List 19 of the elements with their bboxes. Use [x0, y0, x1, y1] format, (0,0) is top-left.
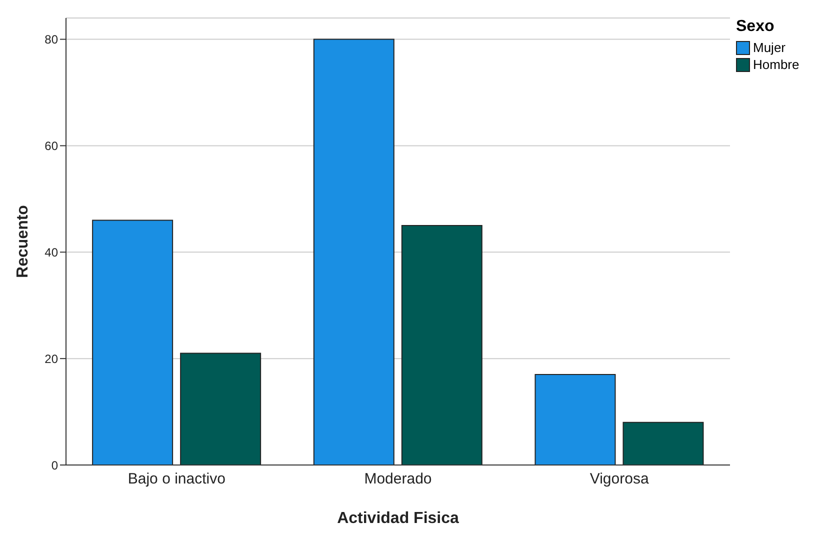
bar	[180, 352, 262, 465]
x-tick-label: Moderado	[364, 470, 432, 488]
legend-label: Mujer	[752, 40, 787, 55]
y-tick-label: 20	[44, 352, 58, 366]
x-tick-label: Bajo o inactivo	[128, 470, 226, 488]
bar	[622, 422, 704, 465]
x-axis-title: Actividad Fisica	[337, 510, 460, 527]
legend-title: Sexo	[736, 18, 776, 36]
bar	[313, 38, 394, 465]
bar	[534, 374, 616, 465]
bar	[401, 225, 482, 465]
y-tick-label: 40	[44, 245, 58, 260]
y-tick-label: 80	[44, 32, 58, 47]
y-tick-label: 60	[44, 138, 58, 153]
y-tick-label: 0	[51, 458, 58, 472]
bar	[92, 220, 174, 465]
x-tick-label: Vigorosa	[590, 470, 650, 488]
y-axis-title: Recuento	[14, 204, 32, 278]
legend-label: Hombre	[752, 57, 800, 72]
